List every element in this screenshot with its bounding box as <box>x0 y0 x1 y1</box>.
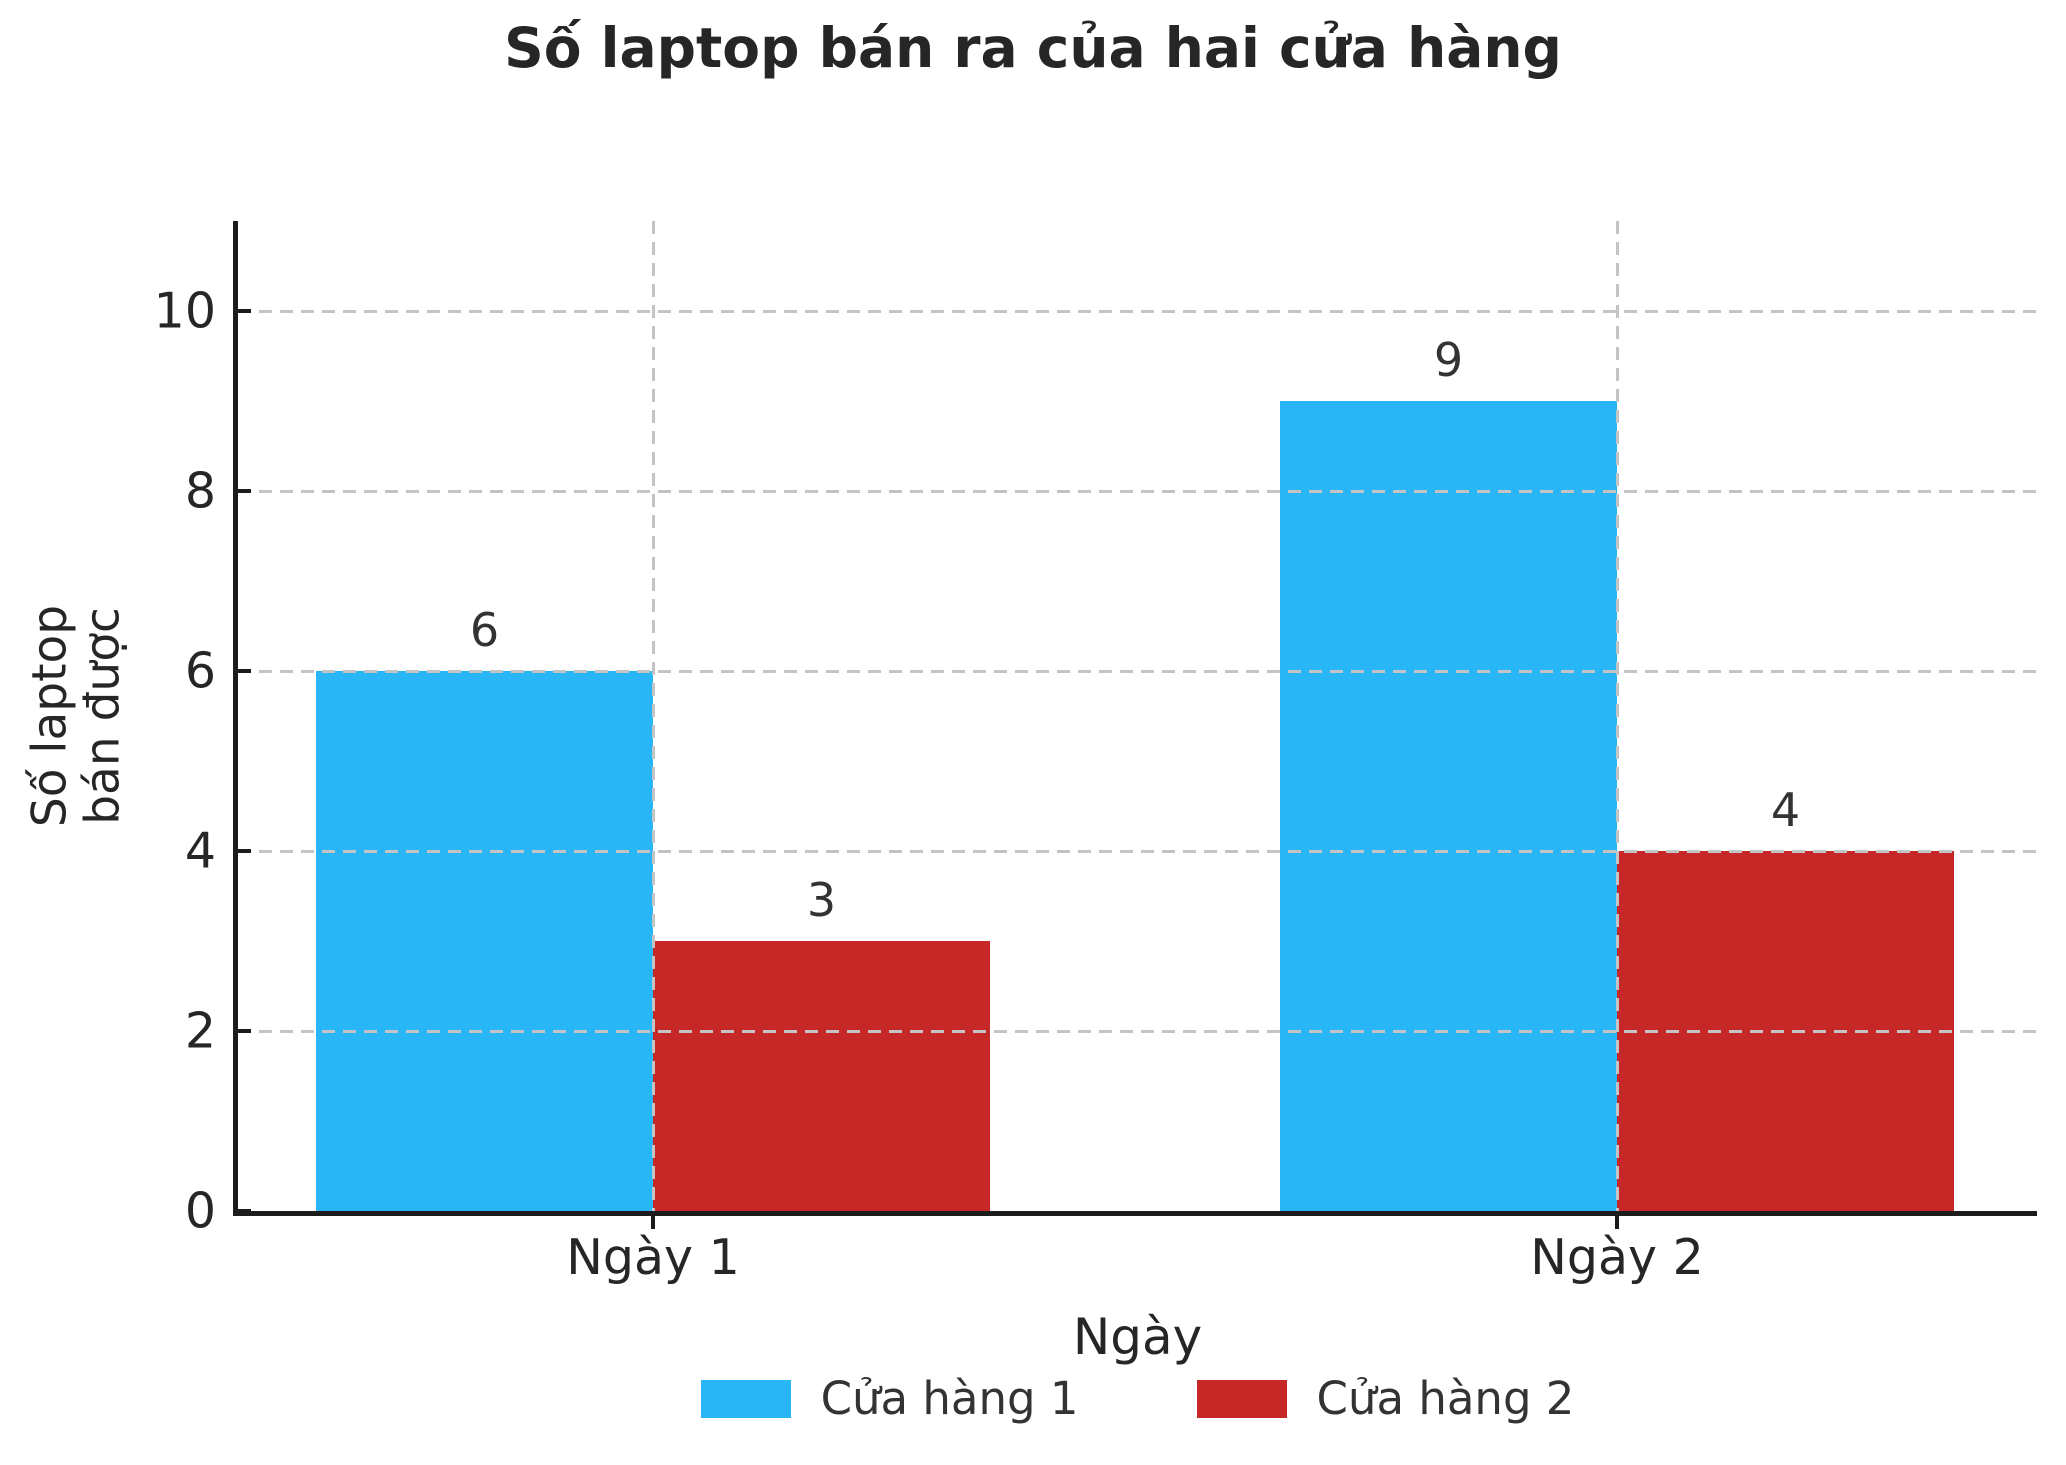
gridline-x-Ngày 1 <box>652 221 655 1211</box>
y-tick-label-2: 2 <box>184 1002 216 1060</box>
legend-swatch-icon <box>700 1379 791 1418</box>
gridline-y-2 <box>238 1030 2037 1033</box>
plot-area: 6 9 3 4 <box>233 221 2037 1216</box>
legend-swatch-icon <box>1196 1379 1287 1418</box>
y-tick-label-4: 4 <box>184 822 216 880</box>
y-tick-mark-10 <box>238 309 251 313</box>
gridline-y-6 <box>238 670 2037 673</box>
bar-Cửa hàng 2-Ngày 1 <box>653 941 990 1211</box>
x-tick-label-Ngày 2: Ngày 2 <box>1530 1229 1704 1286</box>
x-tick-mark-Ngày 2 <box>1615 1216 1619 1229</box>
gridline-x-Ngày 2 <box>1616 221 1619 1211</box>
bar-Cửa hàng 1-Ngày 1 <box>316 671 653 1211</box>
y-tick-label-10: 10 <box>153 282 216 340</box>
gridline-y-8 <box>238 490 2037 493</box>
gridline-y-10 <box>238 310 2037 313</box>
y-tick-label-0: 0 <box>184 1182 216 1240</box>
x-tick-label-Ngày 1: Ngày 1 <box>566 1229 740 1286</box>
y-tick-mark-4 <box>238 849 251 853</box>
x-tick-mark-Ngày 1 <box>651 1216 655 1229</box>
legend-label: Cửa hàng 1 <box>820 1372 1079 1425</box>
bar-value-label: 9 <box>1433 333 1464 387</box>
legend-label: Cửa hàng 2 <box>1316 1372 1575 1425</box>
bar-value-label: 3 <box>806 873 837 927</box>
legend-item-Cửa hàng 2: Cửa hàng 2 <box>1196 1372 1575 1425</box>
chart-title: Số laptop bán ra của hai cửa hàng <box>504 16 1562 80</box>
y-tick-mark-6 <box>238 669 251 673</box>
y-tick-mark-8 <box>238 489 251 493</box>
x-axis-label: Ngày <box>1072 1308 1203 1366</box>
y-tick-label-6: 6 <box>184 642 216 700</box>
plot-inner: 6 9 3 4 <box>238 221 2037 1211</box>
y-tick-label-8: 8 <box>184 462 216 520</box>
bar-value-label: 4 <box>1770 783 1801 837</box>
y-axis-label: Số laptop bán được <box>22 604 130 828</box>
legend: Cửa hàng 1 Cửa hàng 2 <box>238 1372 2037 1425</box>
bar-Cửa hàng 1-Ngày 2 <box>1280 401 1617 1211</box>
y-tick-mark-2 <box>238 1029 251 1033</box>
bar-value-label: 6 <box>469 603 500 657</box>
gridline-y-4 <box>238 850 2037 853</box>
y-tick-mark-0 <box>238 1209 251 1213</box>
legend-item-Cửa hàng 1: Cửa hàng 1 <box>700 1372 1079 1425</box>
